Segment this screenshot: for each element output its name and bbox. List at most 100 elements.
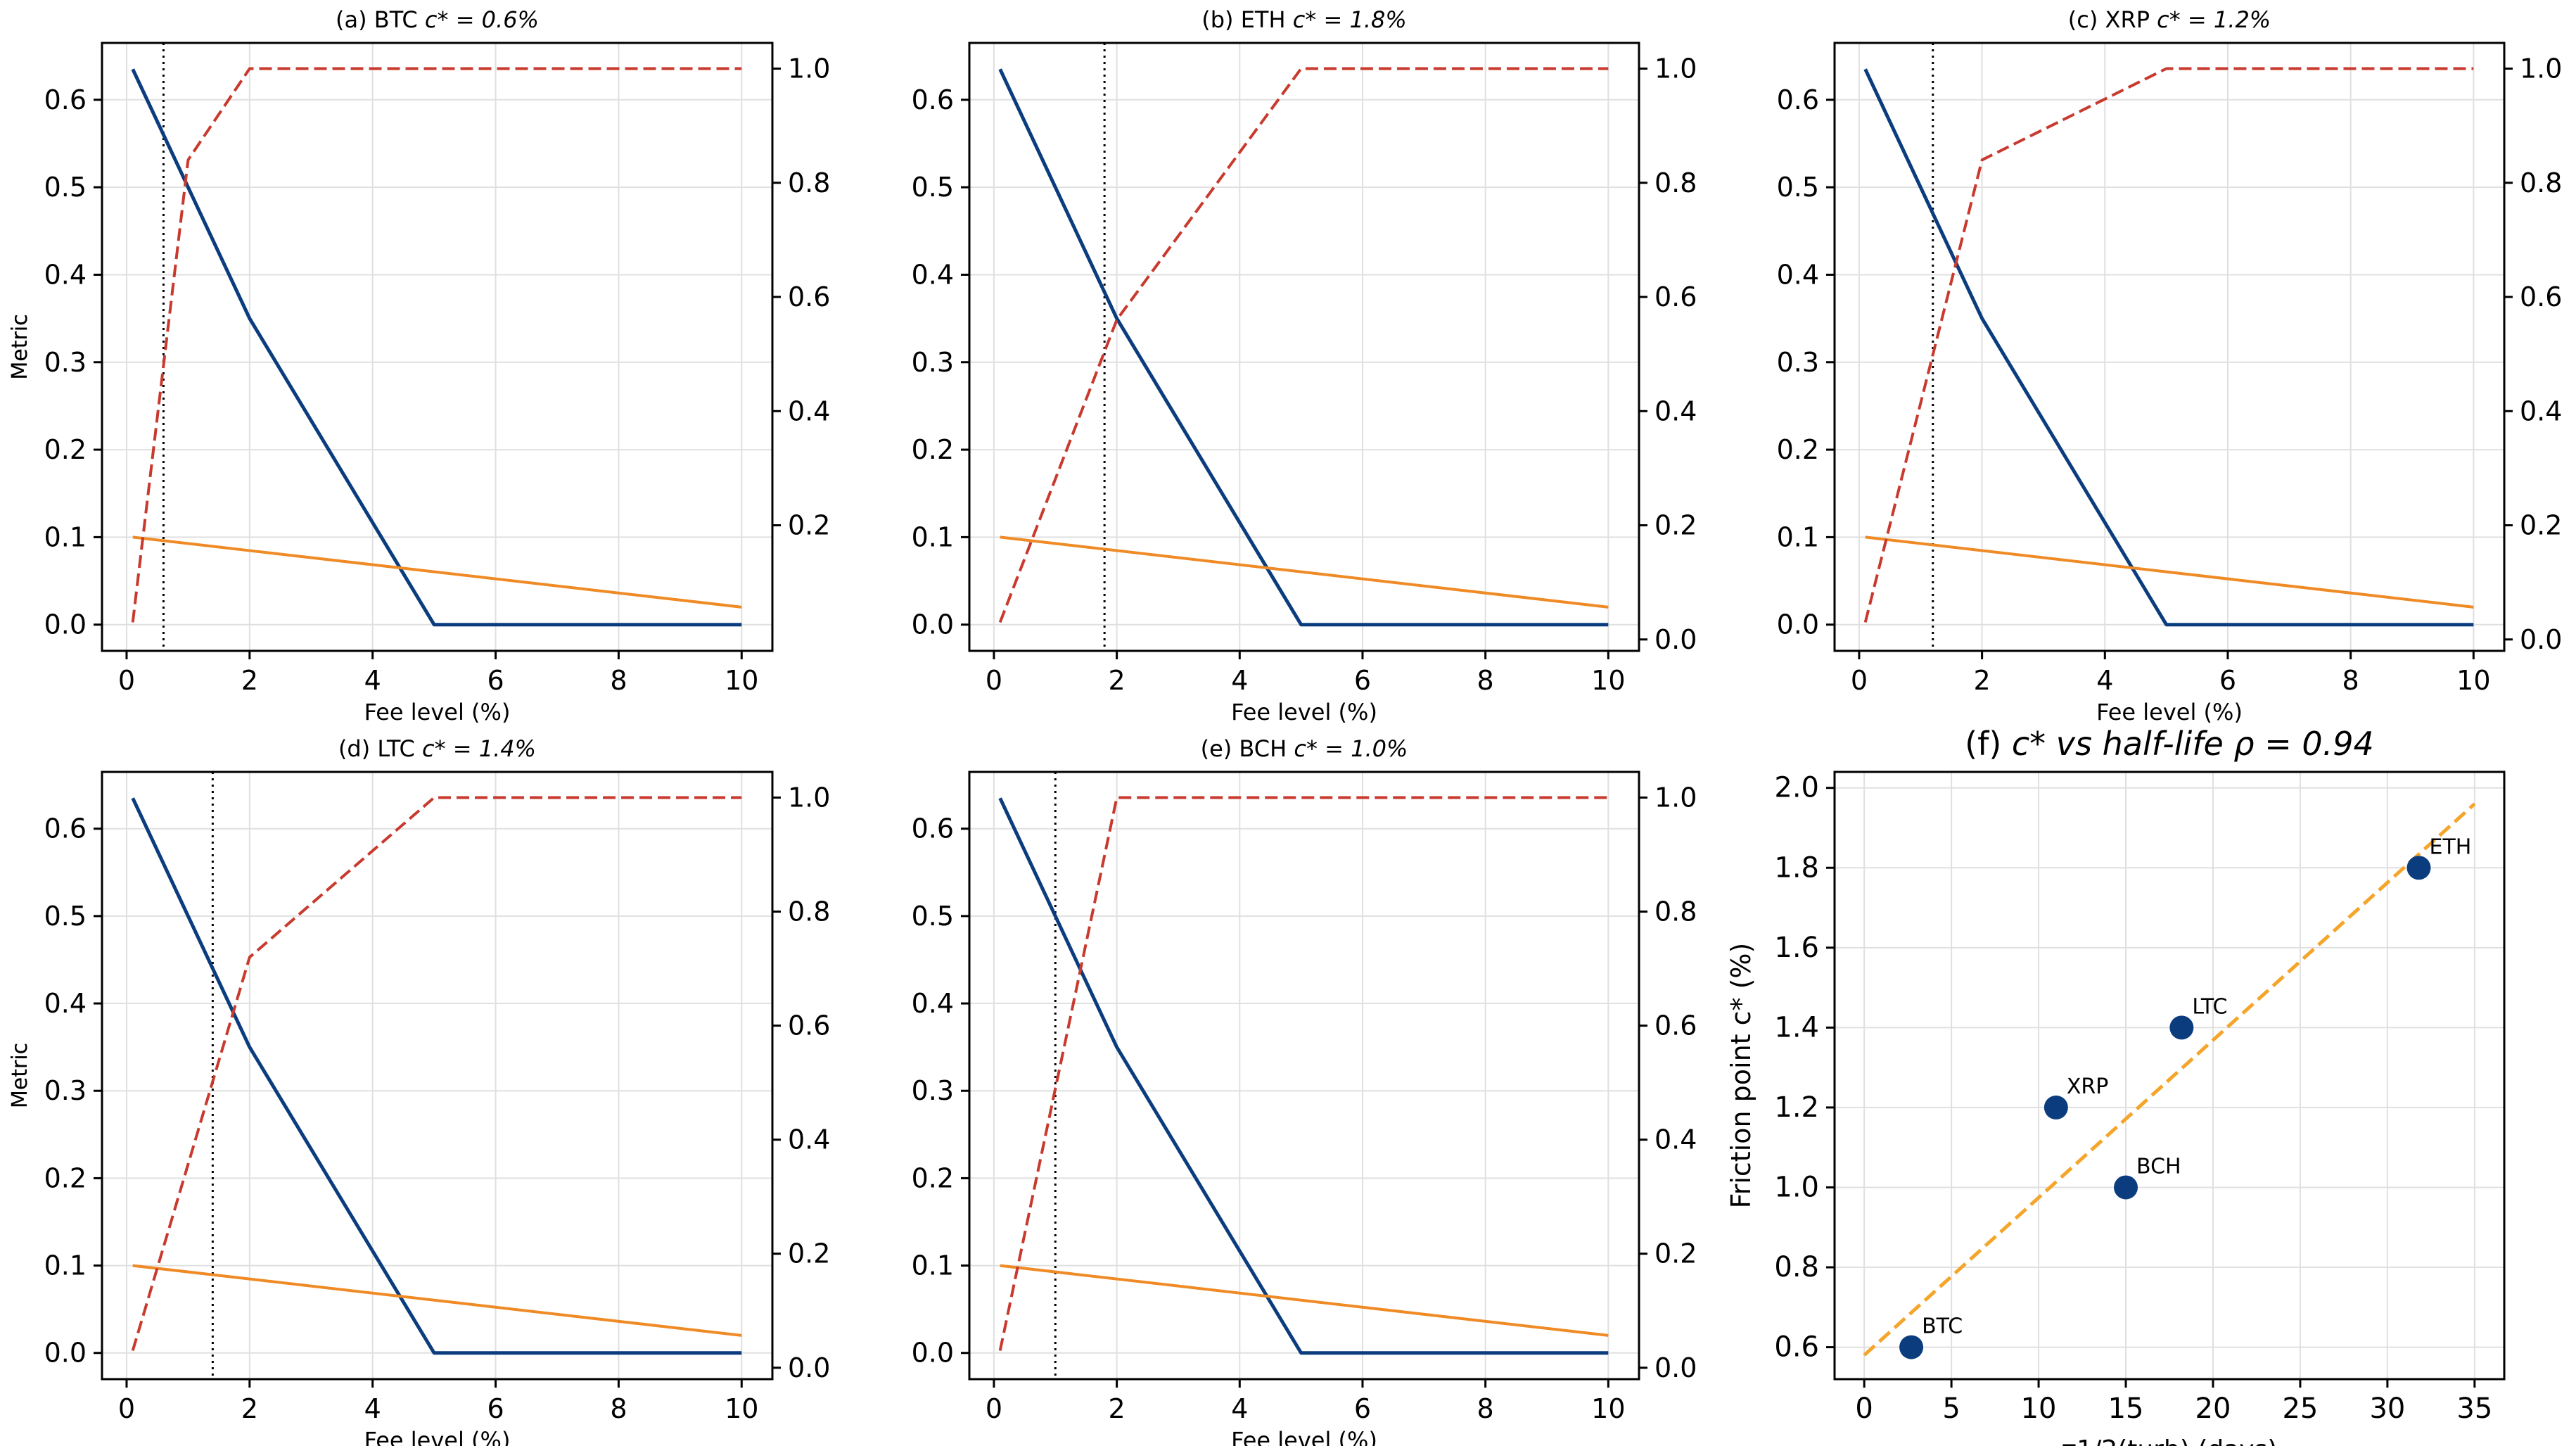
x-tick-label: 10 xyxy=(725,665,758,696)
y2-tick-label: 0.2 xyxy=(2520,510,2562,541)
y2-tick-label: 0.6 xyxy=(788,281,830,312)
chart-title: (a) BTC c* = 0.6% xyxy=(336,6,539,33)
y-tick-label: 1.8 xyxy=(1774,851,1819,884)
axes-frame xyxy=(101,770,774,1381)
x-tick-label: 2 xyxy=(1974,665,1991,696)
y-axis-label: Metric xyxy=(8,314,32,379)
x-tick-label: 4 xyxy=(364,665,381,696)
x-tick-label: 0 xyxy=(118,1393,135,1424)
y-tick-label: 0.1 xyxy=(912,521,954,552)
axes-frame xyxy=(1833,42,2506,652)
y-tick-label: 0.3 xyxy=(44,347,87,378)
axes-frame xyxy=(968,770,1640,1381)
y-tick-label: 1.6 xyxy=(1774,932,1819,964)
chart-title-gap xyxy=(1287,735,1294,762)
y-tick-label: 0.4 xyxy=(912,259,954,290)
chart-title-prefix: (b) ETH xyxy=(1201,6,1285,33)
y2-tick-label: 0.4 xyxy=(1654,395,1697,426)
y2-tick-label: 0.2 xyxy=(788,510,830,541)
x-axis-label: Fee level (%) xyxy=(364,1427,511,1446)
x-tick-label: 10 xyxy=(1591,1393,1625,1424)
y-tick-label: 0.2 xyxy=(912,1162,954,1193)
series-line-0 xyxy=(998,68,1609,627)
y-tick-label: 0.6 xyxy=(1777,84,1819,115)
y2-tick-label: 0.0 xyxy=(1654,1352,1697,1383)
y2-tick-label: 0.8 xyxy=(2520,167,2562,198)
y2-tick-label: 1.0 xyxy=(788,53,830,84)
x-tick-label: 6 xyxy=(1354,1393,1371,1424)
x-tick-label: 8 xyxy=(610,665,627,696)
y2-tick-label: 0.0 xyxy=(1654,624,1697,655)
y2-tick-label: 1.0 xyxy=(1654,782,1697,813)
y2-tick-label: 0.8 xyxy=(788,167,830,198)
x-axis-label: Fee level (%) xyxy=(364,699,511,725)
y-tick-label: 0.5 xyxy=(912,901,954,932)
y-tick-label: 0.4 xyxy=(1777,259,1819,290)
y-axis-label: Metric xyxy=(8,314,32,379)
x-axis-label: Fee level (%) xyxy=(2096,699,2243,725)
point-label-xrp: XRP xyxy=(2067,1074,2109,1099)
y-tick-label: 0.0 xyxy=(44,609,87,640)
y2-tick-label: 0.6 xyxy=(1654,281,1697,312)
chart-title-gap xyxy=(418,6,425,33)
y-tick-label: 0.6 xyxy=(912,813,954,844)
x-tick-label: 2 xyxy=(1109,665,1126,696)
y-tick-label: 1.4 xyxy=(1774,1011,1819,1044)
y-tick-label: 0.5 xyxy=(912,172,954,203)
series-line-2 xyxy=(998,67,1609,623)
x-tick-label: 8 xyxy=(1477,665,1494,696)
y-tick-label: 0.0 xyxy=(1777,609,1819,640)
y-tick-label: 0.3 xyxy=(44,1075,87,1106)
x-tick-label: 4 xyxy=(364,1393,381,1424)
y2-tick-label: 0.4 xyxy=(788,395,830,426)
x-tick-label: 10 xyxy=(1591,665,1625,696)
x-tick-label: 2 xyxy=(241,1393,258,1424)
y-tick-label: 0.6 xyxy=(912,84,954,115)
y2-tick-label: 1.0 xyxy=(788,782,830,813)
x-tick-label: 25 xyxy=(2282,1393,2318,1425)
y-tick-label: 2.0 xyxy=(1774,772,1819,804)
y-tick-label: 0.2 xyxy=(1777,434,1819,465)
x-axis-label: Fee level (%) xyxy=(1231,1427,1377,1446)
y-tick-label: 0.1 xyxy=(44,521,87,552)
chart-title-prefix: (f) xyxy=(1965,725,2001,763)
plot-data xyxy=(1863,802,2476,1359)
series-line-0 xyxy=(998,797,1609,1355)
plot-data xyxy=(998,772,1609,1379)
y2-tick-label: 0.2 xyxy=(788,1238,830,1269)
x-tick-label: 8 xyxy=(2342,665,2359,696)
y-tick-label: 0.1 xyxy=(44,1250,87,1281)
y-tick-label: 0.4 xyxy=(44,259,87,290)
y2-tick-label: 0.8 xyxy=(1654,167,1697,198)
y-tick-label: 0.8 xyxy=(1774,1251,1819,1283)
y-axis-label: Metric xyxy=(8,1043,32,1108)
y-tick-label: 0.5 xyxy=(44,172,87,203)
y2-tick-label: 0.4 xyxy=(2520,395,2562,426)
y-tick-label: 0.6 xyxy=(44,84,87,115)
y-tick-label: 0.2 xyxy=(44,434,87,465)
point-label-eth: ETH xyxy=(2430,835,2472,859)
x-tick-label: 6 xyxy=(487,665,504,696)
y-tick-label: 0.3 xyxy=(912,1075,954,1106)
y-tick-label: 0.2 xyxy=(912,434,954,465)
chart-title: (d) LTC c* = 1.4% xyxy=(338,735,536,762)
chart-title-gap xyxy=(2001,725,2012,763)
y-tick-label: 0.4 xyxy=(912,988,954,1019)
scatter-point-xrp xyxy=(2043,1095,2068,1120)
chart-title-math: c* = 1.8% xyxy=(1293,6,1407,33)
y2-tick-label: 0.4 xyxy=(1654,1124,1697,1155)
y-tick-label: 0.3 xyxy=(1777,347,1819,378)
y2-tick-label: 0.2 xyxy=(1654,510,1697,541)
x-tick-label: 10 xyxy=(2021,1393,2057,1425)
series-line-1 xyxy=(1865,535,2474,609)
plot-data xyxy=(131,43,742,651)
y-tick-label: 0.0 xyxy=(912,1338,954,1369)
point-label-bch: BCH xyxy=(2136,1154,2181,1179)
chart-title-prefix: (c) XRP xyxy=(2068,6,2150,33)
point-label-btc: BTC xyxy=(1922,1314,1963,1339)
y-tick-label: 0.1 xyxy=(1777,521,1819,552)
chart-title: (b) ETH c* = 1.8% xyxy=(1201,6,1407,33)
chart-title: (c) XRP c* = 1.2% xyxy=(2068,6,2271,33)
x-tick-label: 6 xyxy=(487,1393,504,1424)
